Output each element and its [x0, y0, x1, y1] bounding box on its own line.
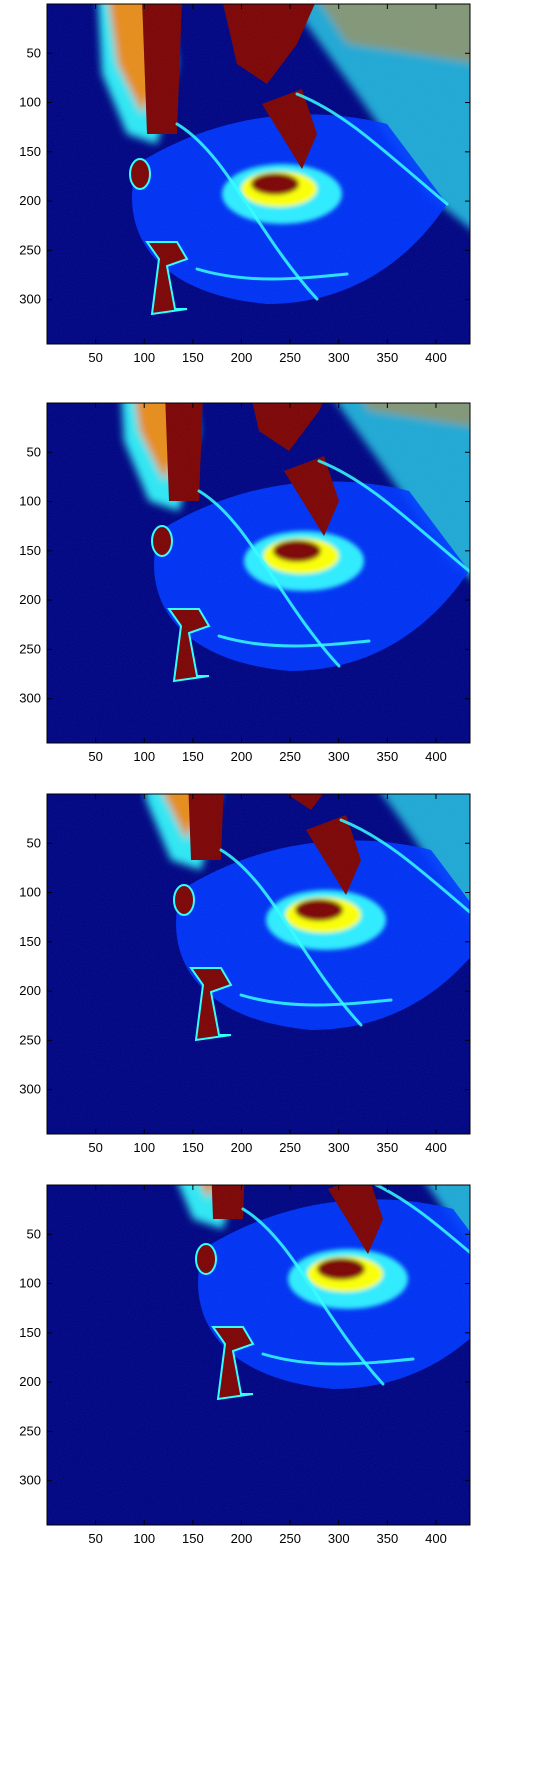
heatmap-panel-1: 50 100 150 200 250 300 350 400 50 100 150 200 250 300 [19, 3, 471, 365]
y-tick-label: 250 [19, 1423, 41, 1438]
axes-frame [46, 793, 471, 1135]
x-tick-label: 250 [279, 749, 301, 764]
x-tick-label: 300 [328, 350, 350, 365]
axes-frame [46, 1184, 471, 1526]
y-tick-label: 250 [19, 641, 41, 656]
y-tick-label: 250 [19, 242, 41, 257]
y-tick-label: 150 [19, 543, 41, 558]
x-axis: 50 100 150 200 250 300 350 400 [88, 403, 447, 764]
x-tick-label: 150 [182, 1140, 204, 1155]
y-tick-label: 200 [19, 592, 41, 607]
y-tick-label: 150 [19, 1325, 41, 1340]
y-tick-label: 300 [19, 1473, 41, 1488]
heatmap-panel-2: 50 100 150 200 250 300 350 400 50 100 150 200 250 300 [19, 402, 471, 764]
y-axis: 50 100 150 200 250 300 [19, 444, 470, 706]
x-tick-label: 200 [231, 350, 253, 365]
y-axis: 50 100 150 200 250 300 [19, 835, 470, 1097]
x-tick-label: 150 [182, 350, 204, 365]
y-tick-label: 250 [19, 1032, 41, 1047]
x-axis: 50 100 150 200 250 300 350 400 [88, 1185, 447, 1546]
x-tick-label: 100 [133, 1140, 155, 1155]
x-tick-label: 400 [425, 1531, 447, 1546]
x-tick-label: 300 [328, 1140, 350, 1155]
x-tick-label: 50 [88, 749, 102, 764]
y-tick-label: 50 [27, 1226, 41, 1241]
x-tick-label: 50 [88, 1531, 102, 1546]
x-tick-label: 150 [182, 1531, 204, 1546]
heatmap-panel-3: 50 100 150 200 250 300 350 400 50 100 150 200 250 300 [19, 793, 471, 1155]
y-tick-label: 100 [19, 494, 41, 509]
x-tick-label: 300 [328, 749, 350, 764]
y-tick-label: 200 [19, 193, 41, 208]
y-tick-label: 50 [27, 835, 41, 850]
x-tick-label: 350 [376, 350, 398, 365]
y-tick-label: 100 [19, 885, 41, 900]
y-tick-label: 200 [19, 983, 41, 998]
x-tick-label: 100 [133, 350, 155, 365]
heatmap-image [47, 4, 470, 344]
x-tick-label: 250 [279, 1531, 301, 1546]
x-tick-label: 400 [425, 1140, 447, 1155]
y-tick-label: 300 [19, 691, 41, 706]
heatmap-image [47, 794, 470, 1134]
heatmap-image [47, 1185, 470, 1525]
axes-frame [46, 3, 471, 345]
y-tick-label: 150 [19, 934, 41, 949]
y-axis: 50 100 150 200 250 300 [19, 45, 470, 307]
x-tick-label: 50 [88, 350, 102, 365]
x-tick-label: 200 [231, 1531, 253, 1546]
x-tick-label: 50 [88, 1140, 102, 1155]
heatmap-panel-4: 50 100 150 200 250 300 350 400 50 100 150 200 250 300 [19, 1184, 471, 1546]
y-axis: 50 100 150 200 250 300 [19, 1226, 470, 1488]
y-tick-label: 50 [27, 45, 41, 60]
y-tick-label: 50 [27, 444, 41, 459]
x-tick-label: 350 [376, 749, 398, 764]
x-tick-label: 150 [182, 749, 204, 764]
axes-frame [46, 402, 471, 744]
y-tick-label: 300 [19, 1082, 41, 1097]
y-tick-label: 150 [19, 144, 41, 159]
x-tick-label: 300 [328, 1531, 350, 1546]
x-axis: 50 100 150 200 250 300 350 400 [88, 4, 447, 365]
x-tick-label: 250 [279, 1140, 301, 1155]
y-tick-label: 100 [19, 95, 41, 110]
x-tick-label: 400 [425, 350, 447, 365]
x-tick-label: 100 [133, 1531, 155, 1546]
y-tick-label: 300 [19, 292, 41, 307]
x-tick-label: 400 [425, 749, 447, 764]
x-tick-label: 100 [133, 749, 155, 764]
x-tick-label: 350 [376, 1531, 398, 1546]
y-tick-label: 100 [19, 1276, 41, 1291]
x-axis: 50 100 150 200 250 300 350 400 [88, 794, 447, 1155]
x-tick-label: 200 [231, 1140, 253, 1155]
x-tick-label: 200 [231, 749, 253, 764]
y-tick-label: 200 [19, 1374, 41, 1389]
x-tick-label: 350 [376, 1140, 398, 1155]
heatmap-image [47, 403, 470, 743]
x-tick-label: 250 [279, 350, 301, 365]
